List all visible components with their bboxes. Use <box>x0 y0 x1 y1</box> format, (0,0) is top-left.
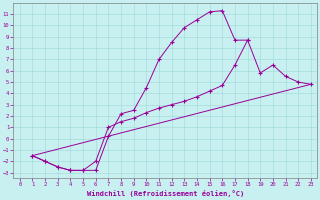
X-axis label: Windchill (Refroidissement éolien,°C): Windchill (Refroidissement éolien,°C) <box>87 190 244 197</box>
